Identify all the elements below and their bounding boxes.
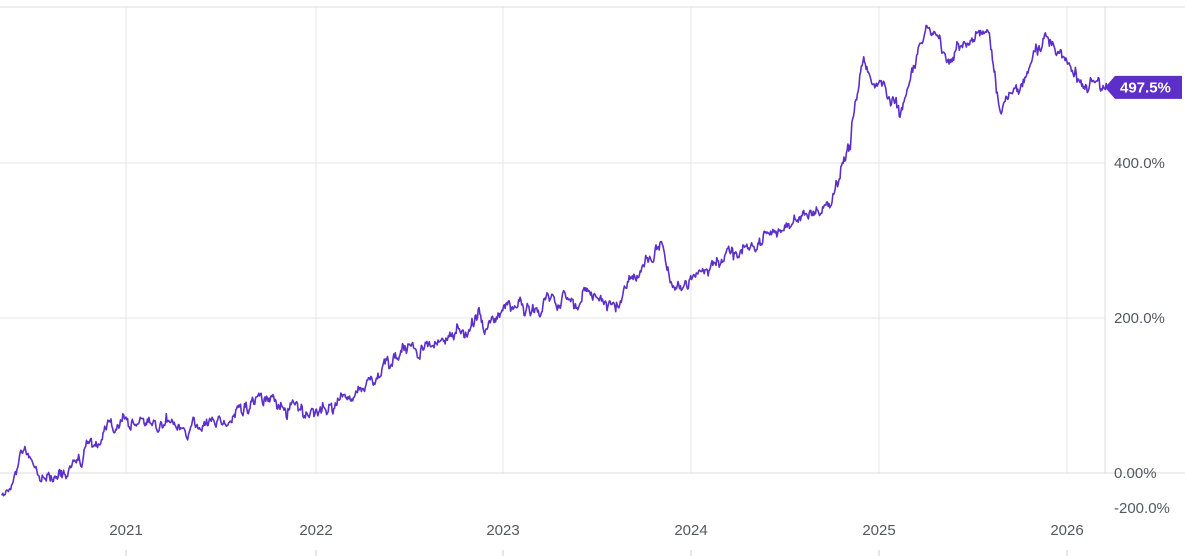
svg-text:2026: 2026 xyxy=(1050,522,1083,539)
svg-text:2023: 2023 xyxy=(486,522,519,539)
svg-text:400.0%: 400.0% xyxy=(1114,155,1165,172)
svg-text:200.0%: 200.0% xyxy=(1114,310,1165,327)
svg-text:497.5%: 497.5% xyxy=(1120,79,1171,96)
svg-text:0.00%: 0.00% xyxy=(1114,465,1157,482)
svg-text:-200.0%: -200.0% xyxy=(1114,500,1170,517)
svg-text:2024: 2024 xyxy=(674,522,707,539)
svg-text:2025: 2025 xyxy=(862,522,895,539)
svg-text:2022: 2022 xyxy=(299,522,332,539)
svg-text:2021: 2021 xyxy=(109,522,142,539)
